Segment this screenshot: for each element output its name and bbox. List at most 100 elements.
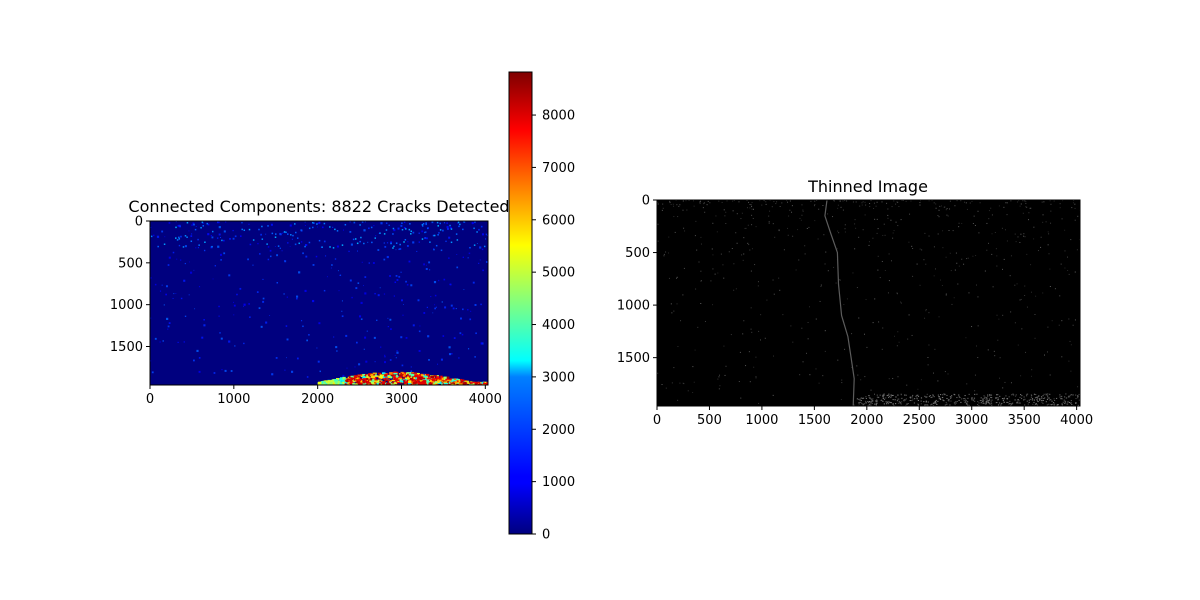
thinned-speckle bbox=[1014, 233, 1016, 235]
thinned-speckle bbox=[864, 214, 866, 216]
thinned-speckle bbox=[1059, 203, 1061, 205]
thinned-speckle bbox=[801, 204, 803, 206]
labels-speckle bbox=[358, 363, 361, 366]
thinned-speckle bbox=[884, 234, 886, 236]
thinned-speckle bbox=[1037, 250, 1039, 252]
labels-speckle bbox=[243, 305, 244, 307]
thinned-speckle bbox=[1026, 306, 1028, 308]
thinned-speckle bbox=[712, 254, 714, 256]
thinned-band-pixel bbox=[1013, 394, 1015, 396]
thinned-band-pixel bbox=[963, 398, 965, 400]
thinned-band-pixel bbox=[895, 396, 897, 398]
labels-crack-pixel bbox=[371, 381, 374, 384]
labels-crack-pixel bbox=[400, 380, 404, 383]
labels-crack-pixel bbox=[423, 375, 428, 378]
thinned-band-pixel bbox=[1001, 402, 1003, 404]
labels-speckle bbox=[248, 228, 251, 231]
thinned-speckle bbox=[682, 209, 684, 211]
labels-speckle bbox=[276, 254, 279, 257]
labels-speckle bbox=[207, 223, 210, 226]
thinned-speckle bbox=[839, 200, 841, 202]
thinned-y-tick-label: 500 bbox=[625, 246, 650, 261]
thinned-speckle bbox=[864, 201, 866, 203]
thinned-speckle bbox=[912, 248, 914, 250]
thinned-band-pixel bbox=[974, 393, 976, 395]
labels-speckle bbox=[233, 301, 235, 303]
thinned-speckle bbox=[874, 298, 876, 300]
thinned-speckle bbox=[1006, 214, 1008, 216]
thinned-speckle bbox=[855, 201, 857, 203]
thinned-band-pixel bbox=[944, 404, 946, 406]
thinned-band-pixel bbox=[946, 403, 948, 405]
thinned-band-pixel bbox=[920, 403, 922, 405]
labels-speckle bbox=[194, 228, 197, 231]
labels-x-tick-label: 3000 bbox=[385, 392, 418, 407]
labels-speckle bbox=[346, 367, 348, 369]
labels-crack-pixel bbox=[367, 383, 370, 385]
thinned-band-pixel bbox=[930, 404, 932, 406]
labels-speckle bbox=[165, 285, 168, 288]
thinned-speckle bbox=[752, 208, 754, 210]
labels-crack-pixel bbox=[402, 378, 408, 381]
labels-speckle bbox=[180, 259, 182, 261]
thinned-band-pixel bbox=[1049, 399, 1051, 401]
thinned-band-pixel bbox=[971, 397, 973, 399]
thinned-speckle bbox=[1016, 283, 1018, 285]
thinned-speckle bbox=[805, 352, 807, 354]
thinned-speckle bbox=[1026, 253, 1028, 255]
thinned-speckle bbox=[750, 328, 752, 330]
thinned-band-pixel bbox=[1075, 402, 1077, 404]
thinned-speckle bbox=[745, 227, 747, 229]
thinned-speckle bbox=[749, 249, 751, 251]
thinned-speckle bbox=[748, 244, 750, 246]
thinned-speckle bbox=[801, 214, 803, 216]
colorbar-tick-label: 2000 bbox=[542, 423, 575, 438]
thinned-band-pixel bbox=[916, 394, 918, 396]
thinned-speckle bbox=[668, 277, 670, 279]
labels-crack-pixel bbox=[334, 381, 338, 384]
thinned-speckle bbox=[721, 201, 723, 203]
thinned-speckle bbox=[852, 272, 854, 274]
thinned-speckle bbox=[1064, 267, 1066, 269]
labels-speckle bbox=[418, 349, 421, 352]
labels-crack-pixel bbox=[430, 375, 435, 379]
thinned-speckle bbox=[683, 267, 685, 269]
labels-speckle bbox=[356, 250, 359, 252]
labels-crack-pixel bbox=[428, 379, 431, 381]
thinned-band-pixel bbox=[968, 393, 970, 395]
thinned-band-pixel bbox=[917, 404, 920, 406]
labels-speckle bbox=[450, 241, 453, 244]
labels-speckle bbox=[271, 373, 274, 376]
thinned-speckle bbox=[750, 204, 752, 206]
thinned-speckle bbox=[741, 254, 743, 256]
thinned-band-pixel bbox=[1020, 394, 1022, 396]
thinned-band-pixel bbox=[988, 402, 990, 404]
labels-crack-pixel bbox=[386, 382, 391, 385]
thinned-speckle bbox=[1015, 241, 1017, 243]
thinned-band-pixel bbox=[1053, 399, 1056, 401]
labels-speckle bbox=[290, 370, 294, 373]
thinned-speckle bbox=[808, 226, 810, 228]
thinned-speckle bbox=[844, 231, 846, 233]
thinned-speckle bbox=[694, 235, 696, 237]
thinned-speckle bbox=[898, 341, 900, 343]
thinned-speckle bbox=[672, 203, 674, 205]
thinned-band-pixel bbox=[1030, 394, 1032, 396]
labels-speckle bbox=[448, 257, 450, 259]
labels-speckle bbox=[461, 333, 464, 336]
thinned-band-pixel bbox=[875, 400, 877, 402]
labels-speckle bbox=[429, 269, 431, 271]
labels-crack-pixel bbox=[403, 372, 406, 374]
labels-crack-pixel bbox=[420, 379, 422, 381]
labels-speckle bbox=[396, 350, 398, 352]
labels-crack-pixel bbox=[342, 382, 348, 385]
thinned-band-pixel bbox=[860, 400, 862, 402]
thinned-speckle bbox=[927, 356, 929, 358]
labels-crack-pixel bbox=[450, 382, 454, 384]
thinned-speckle bbox=[752, 217, 754, 219]
thinned-speckle bbox=[896, 201, 898, 203]
thinned-band-pixel bbox=[995, 397, 997, 399]
labels-speckle bbox=[433, 234, 436, 237]
labels-speckle bbox=[473, 244, 476, 246]
labels-speckle bbox=[304, 289, 307, 292]
